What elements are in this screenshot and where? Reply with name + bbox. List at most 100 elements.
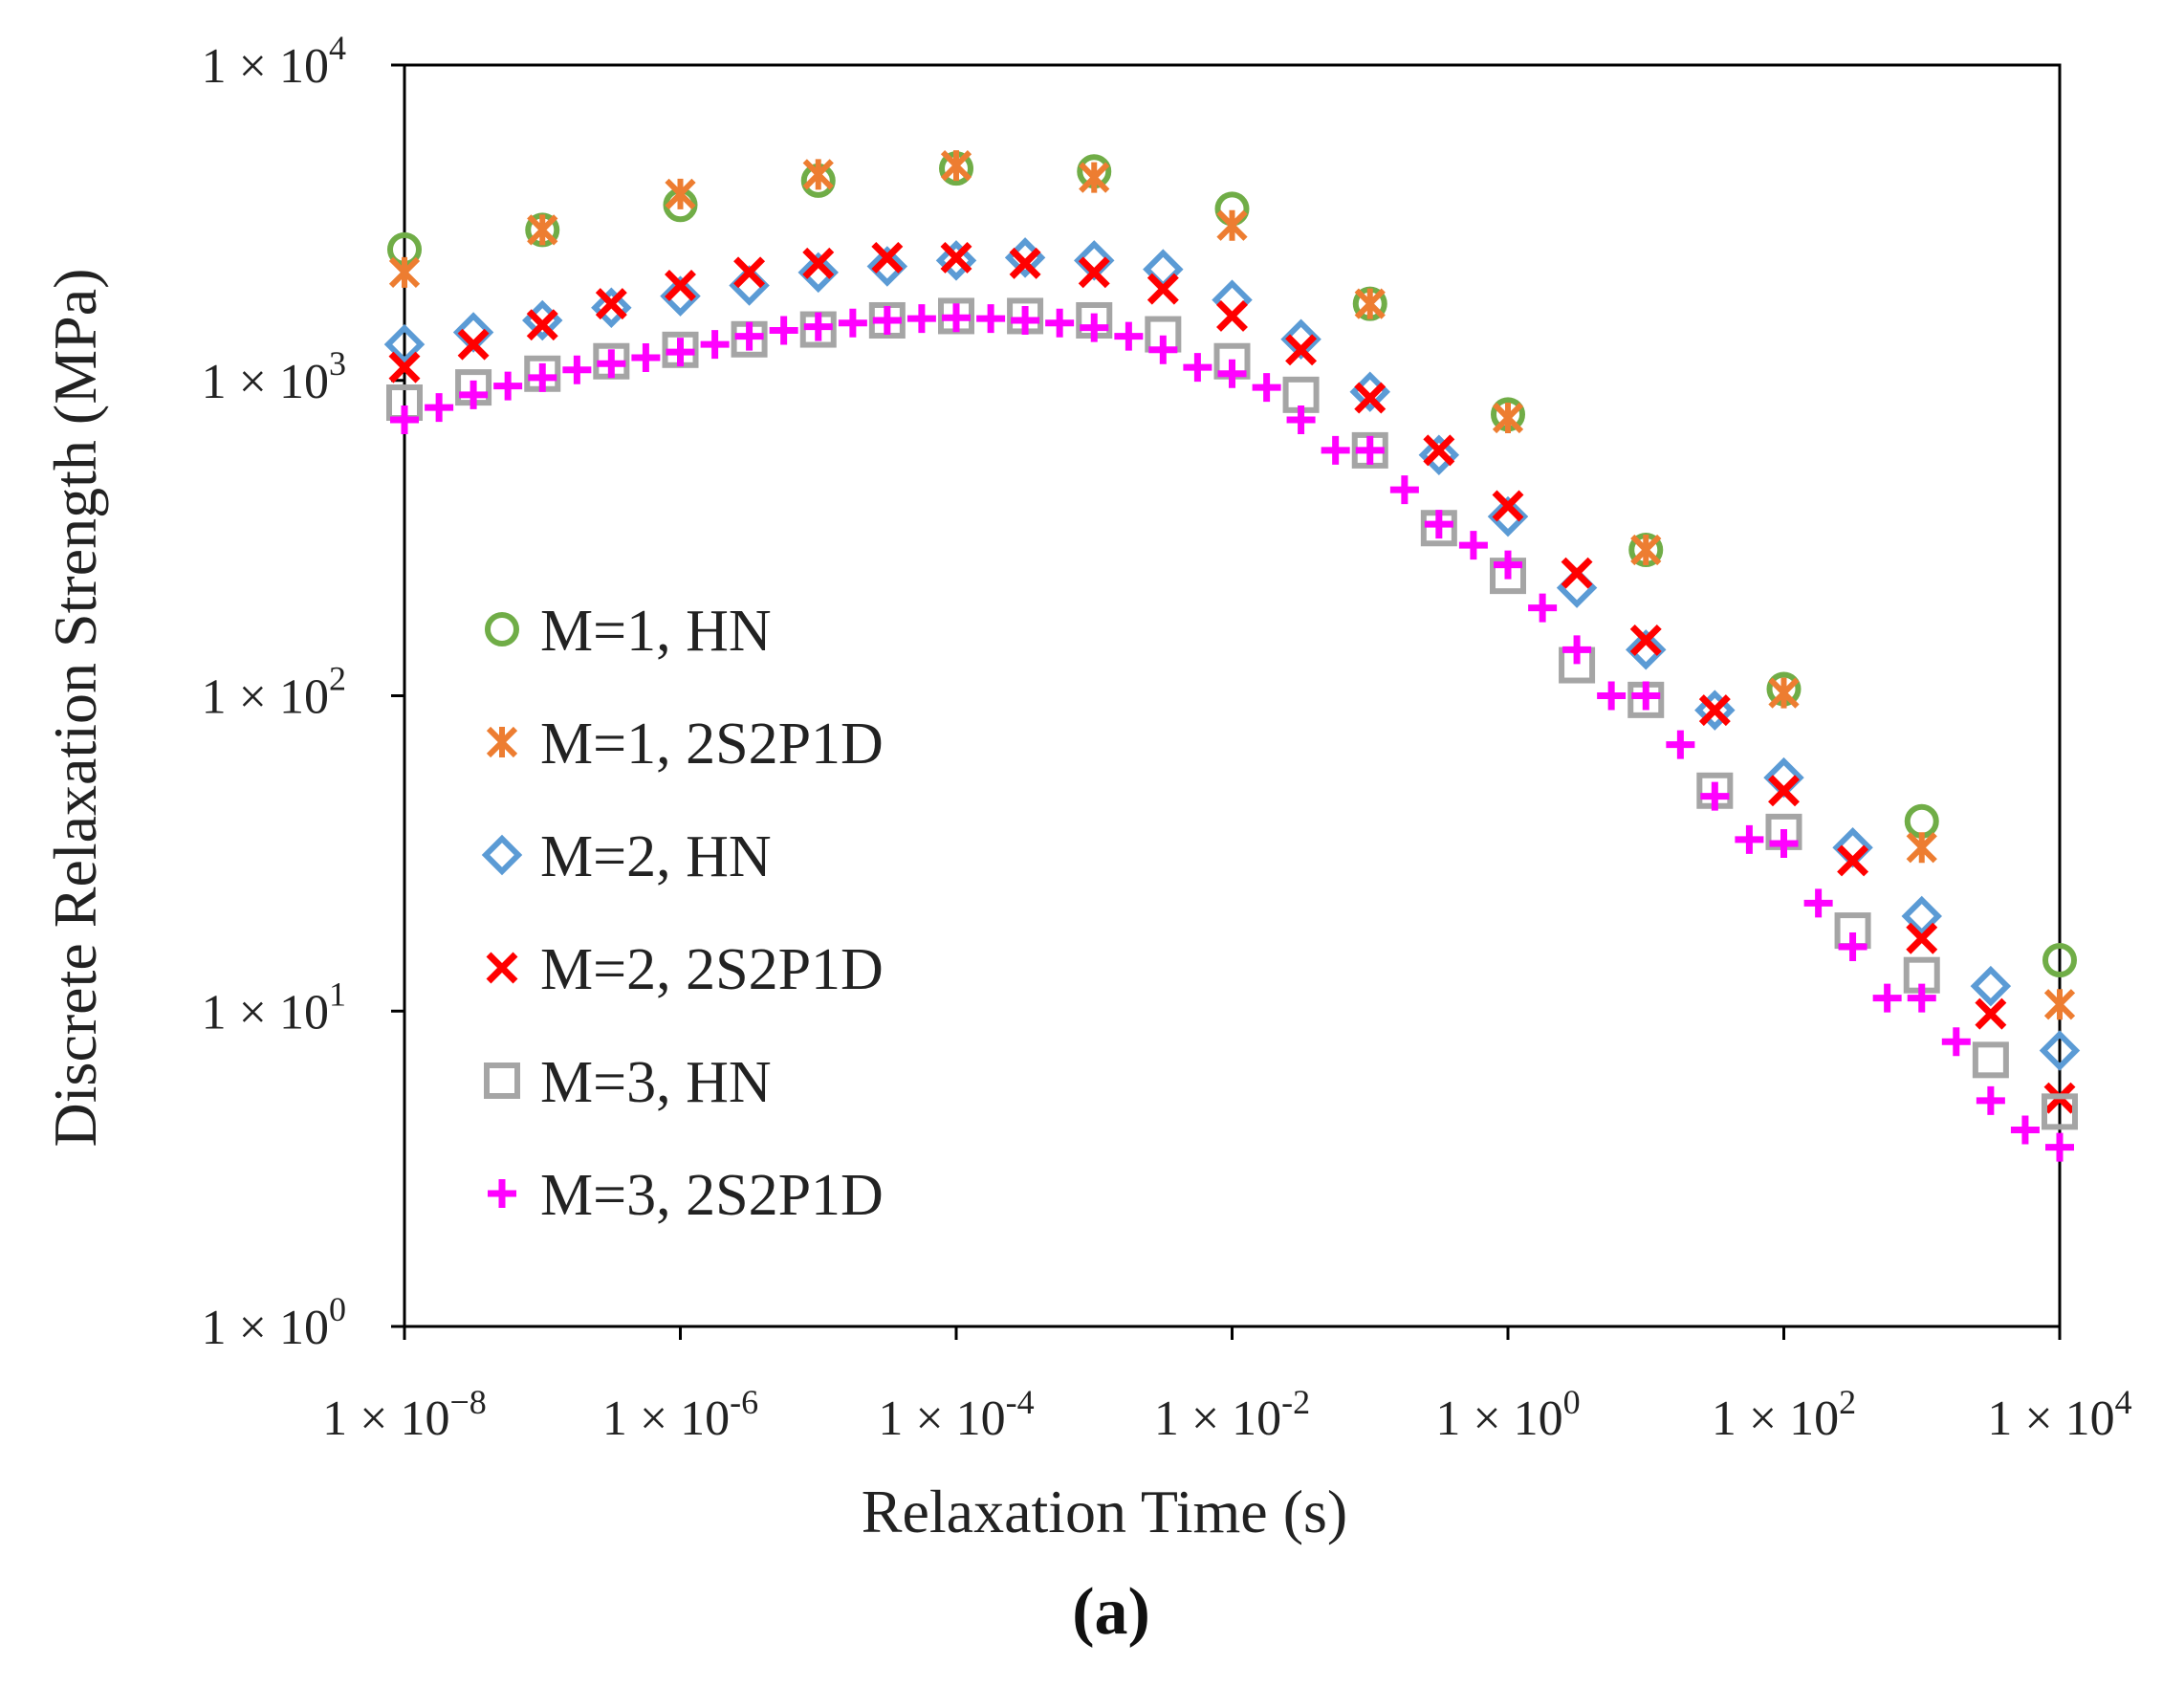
legend-item: M=2, HN xyxy=(481,824,772,889)
data-point xyxy=(591,287,632,329)
data-point xyxy=(1148,335,1178,364)
data-point xyxy=(597,349,626,379)
x-axis-title: Relaxation Time (s) xyxy=(862,1478,1347,1545)
data-point xyxy=(866,246,908,287)
x-tick-label: 1 × 100 xyxy=(1435,1383,1580,1446)
data-point xyxy=(388,351,421,383)
legend-label: M=1, 2S2P1D xyxy=(540,712,884,777)
x-tick-label: 1 × 10−8 xyxy=(322,1383,487,1446)
data-point xyxy=(665,178,696,209)
data-point xyxy=(1837,844,1869,877)
legend-marker xyxy=(488,1179,516,1208)
data-point xyxy=(1972,1041,2009,1079)
data-point xyxy=(797,252,839,294)
data-point xyxy=(1355,435,1385,465)
data-point xyxy=(595,288,627,320)
data-point xyxy=(734,321,764,351)
data-point xyxy=(493,371,523,401)
data-point xyxy=(1183,353,1212,383)
plot-area xyxy=(403,63,2062,1328)
data-point xyxy=(459,380,489,409)
data-point xyxy=(1147,273,1179,305)
data-point xyxy=(1349,371,1390,412)
data-point xyxy=(838,308,867,338)
data-point xyxy=(733,256,766,289)
data-point xyxy=(1904,803,1939,839)
legend-label: M=3, HN xyxy=(540,1050,772,1115)
data-point xyxy=(1114,321,1144,351)
legend: M=1, HN M=1, 2S2P1D M=2, HN M=2, 2S2P1D M=3,… xyxy=(481,599,884,1228)
data-point xyxy=(935,240,977,281)
legend-label: M=3, 2S2P1D xyxy=(540,1163,884,1228)
data-point xyxy=(976,304,1006,334)
data-point xyxy=(1528,593,1558,623)
data-point xyxy=(1351,431,1388,469)
legend-label: M=2, HN xyxy=(540,824,772,889)
data-point xyxy=(940,241,972,274)
legend-marker xyxy=(485,612,519,646)
data-point xyxy=(526,309,558,341)
data-point xyxy=(1630,534,1662,566)
legend-item: M=1, 2S2P1D xyxy=(486,712,884,777)
data-point xyxy=(1626,629,1667,670)
legend-item: M=3, 2S2P1D xyxy=(488,1163,884,1228)
data-point xyxy=(1768,677,1800,709)
data-point xyxy=(1700,781,1730,811)
data-point xyxy=(1217,359,1247,388)
data-point xyxy=(1418,434,1460,476)
data-point xyxy=(660,275,701,317)
data-point xyxy=(1354,382,1387,414)
data-point xyxy=(2043,989,2076,1020)
data-point xyxy=(1629,624,1662,656)
data-point xyxy=(425,393,454,423)
data-point xyxy=(1631,681,1661,711)
data-point xyxy=(1354,288,1386,319)
data-point xyxy=(457,328,490,361)
data-point xyxy=(1561,557,1593,589)
plot-border xyxy=(403,63,2062,1328)
data-point xyxy=(1941,1027,1971,1057)
legend-marker xyxy=(486,726,518,758)
data-point xyxy=(1458,531,1488,560)
data-point xyxy=(665,270,696,301)
data-point xyxy=(1252,373,1281,403)
data-point xyxy=(1080,313,1109,342)
data-point xyxy=(2042,1093,2078,1130)
y-tick-label: 1 × 102 xyxy=(202,660,346,725)
data-point xyxy=(1901,895,1942,937)
data-point xyxy=(802,159,834,190)
legend-item: M=1, HN xyxy=(485,599,772,664)
data-point xyxy=(1769,828,1799,858)
data-point xyxy=(2010,1115,2040,1145)
series-m-1-hn xyxy=(387,151,2077,978)
data-point xyxy=(1492,490,1524,522)
data-point xyxy=(700,330,730,360)
y-tick-label: 1 × 104 xyxy=(202,29,346,94)
data-point xyxy=(906,304,936,334)
data-point xyxy=(769,316,798,345)
series-m-1-2s2p1d xyxy=(388,149,2076,1020)
data-point xyxy=(1970,965,2012,1007)
data-point xyxy=(1803,888,1833,918)
legend-item: M=3, HN xyxy=(484,1050,772,1115)
data-point xyxy=(383,323,426,365)
data-point xyxy=(1389,475,1419,505)
data-point xyxy=(1045,308,1075,338)
data-point xyxy=(1768,775,1800,807)
legend-label: M=1, HN xyxy=(540,599,772,664)
data-point xyxy=(527,214,558,246)
data-point xyxy=(1009,247,1041,279)
data-point xyxy=(1004,237,1046,278)
data-point xyxy=(528,362,557,392)
x-tick-label: 1 × 102 xyxy=(1712,1383,1856,1446)
series-m-2-2s2p1d xyxy=(388,241,2076,1114)
data-point xyxy=(1216,209,1248,241)
legend-marker xyxy=(484,1063,520,1099)
data-point xyxy=(942,303,971,333)
figure-caption: (a) xyxy=(1072,1575,1150,1649)
data-point xyxy=(1976,1085,2005,1115)
data-point xyxy=(666,338,695,367)
data-point xyxy=(1838,931,1867,961)
data-point xyxy=(2042,943,2077,978)
